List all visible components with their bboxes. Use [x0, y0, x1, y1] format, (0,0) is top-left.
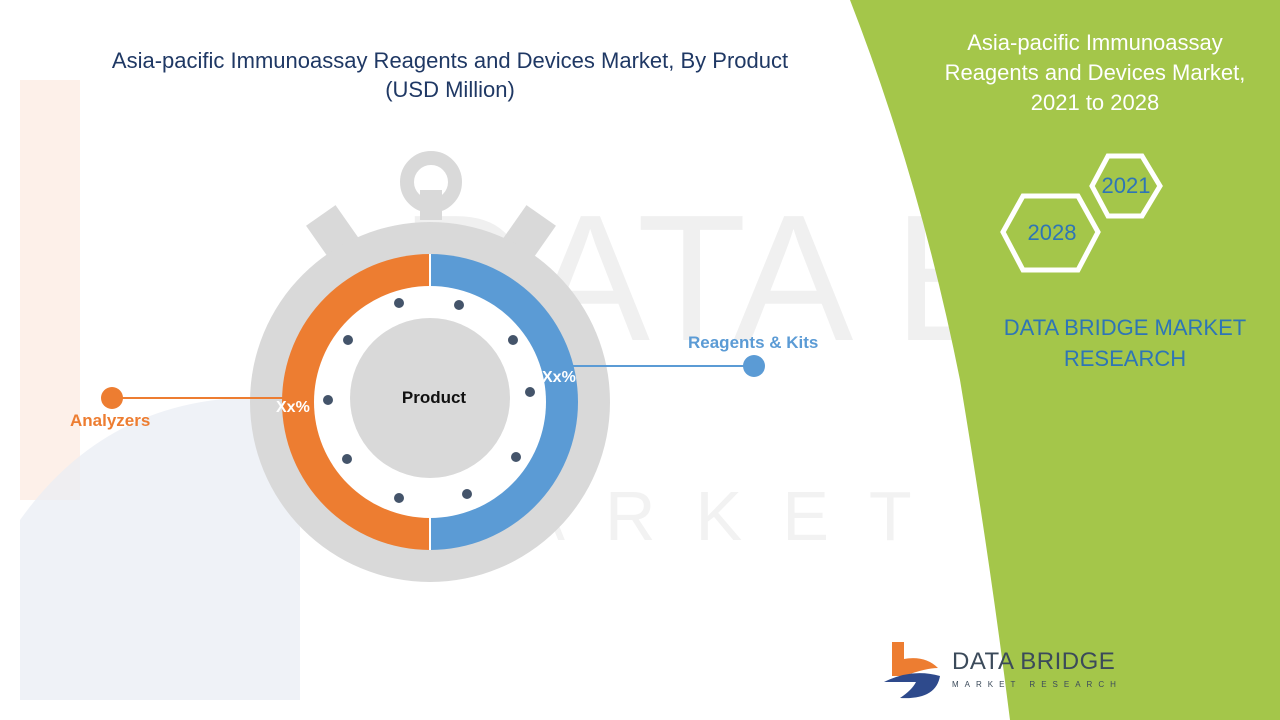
- reagents-kits-label: Reagents & Kits: [688, 333, 819, 352]
- data-bridge-logo-icon: [884, 642, 940, 699]
- hex-year-2021: 2021: [1101, 173, 1151, 198]
- dial-dots: [323, 298, 535, 503]
- reagents-percent: Xx%: [542, 369, 576, 386]
- side-title-line-2: Reagents and Devices Market,: [944, 60, 1246, 85]
- brand-text: DATA BRIDGE MARKET RESEARCH: [990, 312, 1260, 374]
- title-line-2: (USD Million): [385, 77, 515, 102]
- logo-subtext: MARKET RESEARCH: [952, 680, 1122, 689]
- title-line-1: Asia-pacific Immunoassay Reagents and De…: [111, 48, 789, 73]
- hex-year-2028: 2028: [1027, 220, 1077, 245]
- analyzers-marker-icon: [101, 387, 123, 409]
- reagents-marker-icon: [743, 355, 765, 377]
- side-title-line-1: Asia-pacific Immunoassay: [967, 30, 1223, 55]
- center-label: Product: [401, 388, 467, 407]
- center-circle: [350, 318, 510, 478]
- analyzers-label: Analyzers: [70, 411, 151, 430]
- brand-line-2: RESEARCH: [1063, 346, 1187, 371]
- side-panel-title: Asia-pacific Immunoassay Reagents and De…: [930, 28, 1260, 118]
- logo-text: DATA BRIDGE: [952, 648, 1116, 675]
- hex-2021-icon: [1089, 153, 1163, 219]
- analyzers-percent: Xx%: [276, 399, 310, 416]
- side-title-line-3: 2021 to 2028: [1030, 90, 1160, 115]
- chart-title: Asia-pacific Immunoassay Reagents and De…: [60, 46, 840, 104]
- brand-line-1: DATA BRIDGE MARKET: [1003, 315, 1247, 340]
- hex-2028-icon: [1000, 193, 1101, 273]
